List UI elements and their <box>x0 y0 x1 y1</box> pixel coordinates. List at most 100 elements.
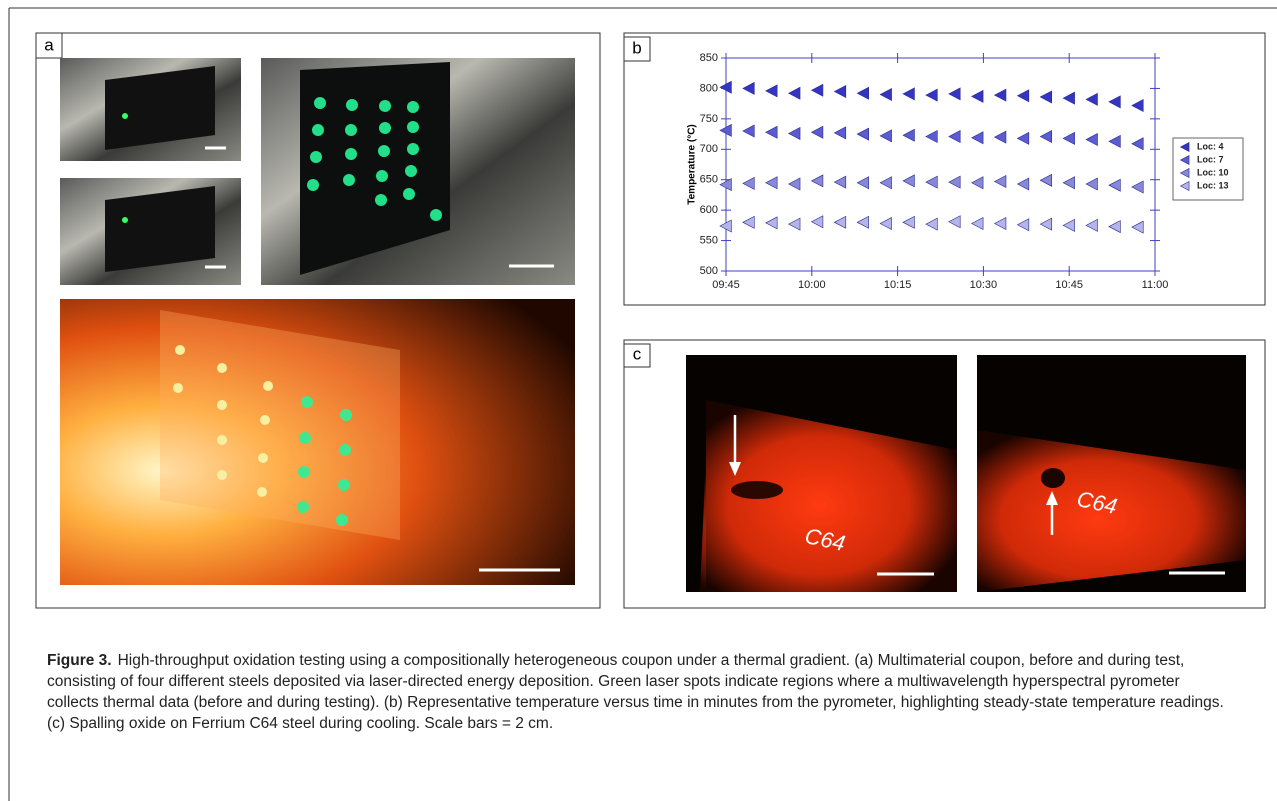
marker <box>857 177 868 189</box>
photo <box>686 355 957 592</box>
photo <box>261 58 575 285</box>
marker <box>789 178 800 190</box>
marker <box>1132 181 1143 193</box>
y-tick-label: 550 <box>700 234 718 246</box>
marker <box>1017 132 1028 144</box>
legend-label: Loc: 10 <box>1197 167 1229 177</box>
marker <box>880 89 891 101</box>
x-tick-label: 10:30 <box>970 279 998 291</box>
plot-area <box>726 58 1155 271</box>
marker <box>972 132 983 144</box>
marker <box>834 127 845 139</box>
y-tick-label: 800 <box>700 82 718 94</box>
marker <box>1040 91 1051 103</box>
panel-label: b <box>632 38 641 57</box>
marker <box>857 87 868 99</box>
marker <box>903 129 914 141</box>
marker <box>789 87 800 99</box>
marker <box>995 131 1006 143</box>
marker <box>1063 92 1074 104</box>
y-tick-label: 500 <box>700 265 718 277</box>
marker <box>812 175 823 187</box>
marker <box>972 90 983 102</box>
marker <box>949 88 960 100</box>
marker <box>789 218 800 230</box>
marker <box>1109 179 1120 191</box>
marker <box>1132 99 1143 111</box>
marker <box>766 85 777 97</box>
marker <box>926 131 937 143</box>
page: {"panels": [{"label": "a"}, {"label": "b… <box>0 0 1277 801</box>
x-tick-label: 11:00 <box>1142 279 1169 291</box>
marker <box>743 216 754 228</box>
marker <box>926 218 937 230</box>
marker <box>1109 135 1120 147</box>
marker <box>1017 219 1028 231</box>
marker <box>949 216 960 228</box>
photo <box>60 299 575 585</box>
marker <box>1086 93 1097 105</box>
marker <box>949 131 960 143</box>
marker <box>1109 96 1120 108</box>
marker <box>880 218 891 230</box>
photo <box>977 355 1246 592</box>
marker <box>880 177 891 189</box>
marker <box>812 126 823 138</box>
marker <box>812 84 823 96</box>
marker <box>903 88 914 100</box>
caption: Figure 3.High-throughput oxidation testi… <box>47 650 1232 734</box>
legend-label: Loc: 4 <box>1197 141 1224 151</box>
marker <box>926 89 937 101</box>
caption-label: Figure 3. <box>47 652 112 669</box>
marker <box>789 127 800 139</box>
panel-label: c <box>633 344 642 363</box>
photo <box>60 58 241 161</box>
marker <box>880 130 891 142</box>
marker <box>972 218 983 230</box>
y-axis-label: Temperature (°C) <box>687 124 698 205</box>
marker <box>1040 131 1051 143</box>
marker <box>1040 174 1051 186</box>
marker <box>834 85 845 97</box>
marker <box>834 216 845 228</box>
marker <box>903 216 914 228</box>
marker <box>1017 90 1028 102</box>
marker <box>1063 219 1074 231</box>
marker <box>743 125 754 137</box>
marker <box>1132 138 1143 150</box>
marker <box>834 176 845 188</box>
marker <box>857 128 868 140</box>
marker <box>1109 221 1120 233</box>
marker <box>1086 178 1097 190</box>
y-tick-label: 850 <box>700 52 718 64</box>
marker <box>743 177 754 189</box>
marker <box>1086 219 1097 231</box>
y-tick-label: 650 <box>700 174 718 186</box>
y-tick-label: 700 <box>700 143 718 155</box>
marker <box>1132 221 1143 233</box>
marker <box>1063 177 1074 189</box>
marker <box>995 176 1006 188</box>
x-tick-label: 10:00 <box>798 279 826 291</box>
marker <box>812 216 823 228</box>
marker <box>857 216 868 228</box>
panel-label: a <box>44 35 54 54</box>
panel-b-box <box>624 33 1265 305</box>
marker <box>949 176 960 188</box>
marker <box>1063 132 1074 144</box>
marker <box>743 82 754 94</box>
marker <box>995 218 1006 230</box>
marker <box>903 175 914 187</box>
x-tick-label: 10:45 <box>1055 279 1083 291</box>
marker <box>766 126 777 138</box>
legend-label: Loc: 7 <box>1197 154 1224 164</box>
marker <box>766 177 777 189</box>
marker <box>766 217 777 229</box>
y-tick-label: 750 <box>700 113 718 125</box>
marker <box>1017 178 1028 190</box>
marker <box>1040 218 1051 230</box>
photo <box>60 178 241 285</box>
y-tick-label: 600 <box>700 204 718 216</box>
x-tick-label: 10:15 <box>884 279 912 291</box>
